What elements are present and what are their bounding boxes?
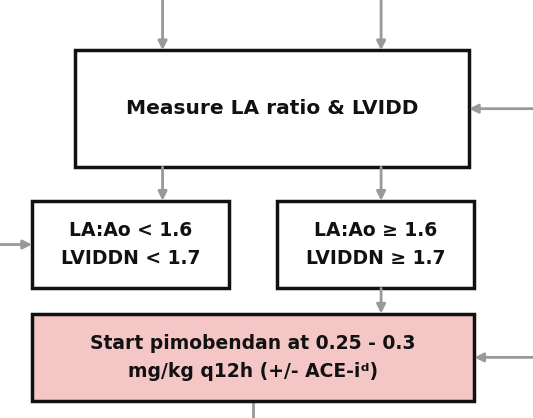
Text: LA:Ao < 1.6
LVIDDN < 1.7: LA:Ao < 1.6 LVIDDN < 1.7 [61, 221, 200, 268]
FancyBboxPatch shape [32, 314, 474, 401]
FancyBboxPatch shape [277, 201, 474, 288]
FancyBboxPatch shape [32, 201, 229, 288]
Text: LA:Ao ≥ 1.6
LVIDDN ≥ 1.7: LA:Ao ≥ 1.6 LVIDDN ≥ 1.7 [306, 221, 446, 268]
Text: Measure LA ratio & LVIDD: Measure LA ratio & LVIDD [126, 99, 418, 118]
Text: Start pimobendan at 0.25 - 0.3
mg/kg q12h (+/- ACE-iᵈ): Start pimobendan at 0.25 - 0.3 mg/kg q12… [91, 334, 416, 381]
FancyBboxPatch shape [75, 50, 469, 167]
